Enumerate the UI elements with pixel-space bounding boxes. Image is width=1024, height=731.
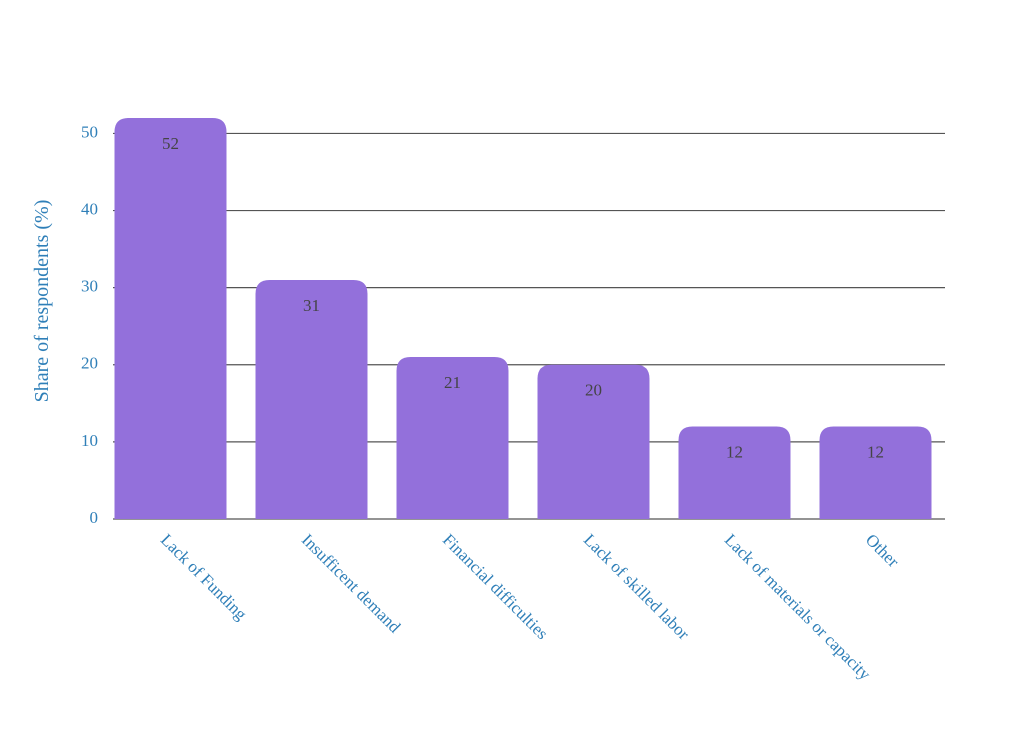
bar	[255, 279, 368, 519]
y-tick-label: 20	[81, 354, 98, 373]
value-label: 52	[162, 134, 179, 153]
bar	[819, 426, 932, 519]
y-tick-label: 10	[81, 431, 98, 450]
x-tick-label: Insufficent demand	[298, 530, 405, 637]
bar	[396, 357, 509, 519]
value-label: 31	[303, 296, 320, 315]
y-tick-label: 50	[81, 122, 98, 141]
x-tick-label: Lack of skilled labor	[580, 530, 693, 643]
y-tick-label: 0	[90, 508, 99, 527]
bar	[537, 364, 650, 519]
y-tick-label: 30	[81, 277, 98, 296]
x-tick-label: Lack of Funding	[157, 530, 251, 624]
bar	[678, 426, 791, 519]
value-label: 12	[867, 442, 884, 461]
bar	[114, 118, 227, 519]
x-tick-label: Financial difficulties	[439, 530, 552, 643]
y-axis-label: Share of respondents (%)	[31, 199, 53, 403]
x-tick-label: Other	[862, 530, 903, 571]
value-label: 20	[585, 381, 602, 400]
value-label: 12	[726, 442, 743, 461]
x-tick-label: Lack of materials or capacity	[721, 530, 875, 684]
y-tick-label: 40	[81, 199, 98, 218]
value-label: 21	[444, 373, 461, 392]
